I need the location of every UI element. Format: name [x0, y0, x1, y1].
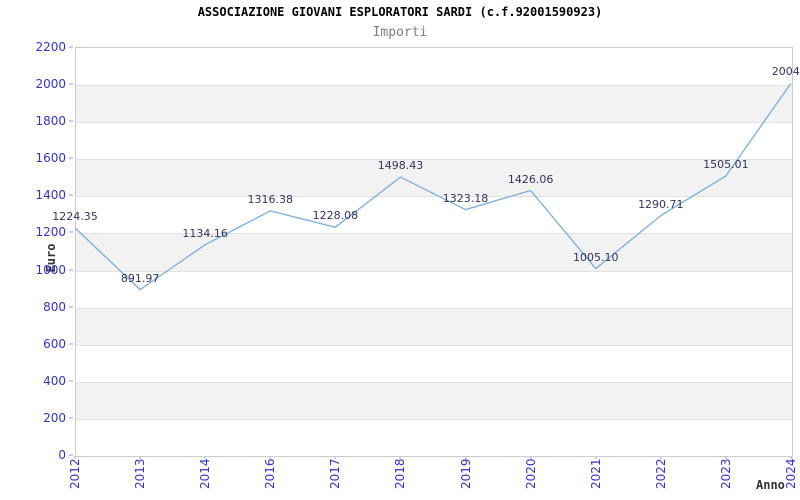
- data-point-label: 1224.35: [52, 209, 98, 223]
- chart-subtitle: Importi: [372, 25, 428, 40]
- x-tick-label: 2013: [133, 458, 148, 489]
- x-tick-mark: [269, 456, 272, 459]
- y-tick-label: 400: [43, 373, 66, 388]
- y-tick-mark: [69, 83, 73, 86]
- data-point-label: 1005.10: [572, 250, 619, 264]
- data-point-label: 1134.16: [182, 226, 228, 240]
- y-tick-label: 0: [58, 448, 66, 462]
- x-tick-label: 2018: [393, 458, 408, 489]
- grid-band: [76, 270, 792, 308]
- y-tick-mark: [69, 268, 73, 271]
- y-tick-label: 1000: [35, 262, 66, 277]
- y-tick-mark: [69, 305, 73, 308]
- y-tick-mark: [69, 416, 73, 419]
- data-point-label: 1290.71: [638, 197, 684, 211]
- x-tick-mark: [74, 456, 76, 459]
- x-tick-label: 2019: [458, 458, 473, 489]
- grid-band: [76, 307, 792, 345]
- y-tick-mark: [69, 157, 73, 160]
- x-tick-mark: [139, 456, 142, 459]
- x-tick-label: 2017: [328, 458, 343, 489]
- x-tick-mark: [464, 456, 467, 459]
- plot-area: [75, 47, 793, 457]
- grid-band: [76, 122, 792, 160]
- y-tick-label: 200: [43, 410, 66, 425]
- x-tick-mark: [724, 456, 727, 459]
- data-point-label: 1316.38: [247, 192, 294, 206]
- y-tick-mark: [69, 379, 73, 382]
- x-tick-label: 2016: [263, 458, 278, 489]
- grid-band: [76, 381, 792, 419]
- y-tick-label: 1800: [35, 114, 66, 129]
- grid-band: [76, 418, 792, 456]
- y-tick-label: 1600: [35, 151, 66, 166]
- grid-band: [76, 48, 792, 86]
- data-point-label: 1426.06: [507, 172, 554, 186]
- grid-band: [76, 85, 792, 123]
- x-tick-label: 2024: [784, 458, 798, 489]
- x-axis-title: Anno: [756, 478, 785, 492]
- x-tick-mark: [594, 456, 597, 459]
- y-tick-mark: [69, 454, 73, 456]
- x-tick-mark: [204, 456, 207, 459]
- data-point-label: 891.97: [120, 271, 160, 285]
- y-tick-label: 800: [43, 299, 66, 314]
- data-point-label: 1505.01: [703, 157, 749, 171]
- y-tick-mark: [69, 46, 73, 48]
- y-tick-mark: [69, 342, 73, 345]
- y-tick-mark: [69, 231, 73, 234]
- y-tick-label: 2000: [35, 77, 66, 92]
- x-tick-label: 2020: [523, 458, 538, 489]
- data-point-label: 1228.08: [312, 209, 359, 223]
- grid-band: [76, 159, 792, 197]
- x-tick-mark: [334, 456, 337, 459]
- y-tick-label: 1200: [35, 225, 66, 240]
- grid-band: [76, 344, 792, 382]
- y-tick-label: 2200: [35, 40, 66, 54]
- chart-title: ASSOCIAZIONE GIOVANI ESPLORATORI SARDI (…: [197, 5, 603, 19]
- data-point-label: 2004.3: [771, 65, 800, 79]
- x-tick-mark: [790, 456, 792, 459]
- data-point-label: 1323.18: [442, 191, 489, 205]
- x-tick-label: 2022: [653, 458, 668, 489]
- x-tick-mark: [529, 456, 532, 459]
- data-point-label: 1498.43: [377, 159, 424, 173]
- x-tick-mark: [399, 456, 402, 459]
- x-tick-mark: [659, 456, 662, 459]
- x-tick-label: 2023: [718, 458, 733, 489]
- y-tick-mark: [69, 194, 73, 197]
- x-tick-label: 2012: [68, 458, 82, 489]
- x-tick-label: 2021: [588, 458, 603, 489]
- y-tick-label: 600: [43, 336, 66, 351]
- x-tick-label: 2014: [198, 458, 213, 489]
- y-tick-mark: [69, 120, 73, 123]
- y-tick-label: 1400: [35, 188, 66, 203]
